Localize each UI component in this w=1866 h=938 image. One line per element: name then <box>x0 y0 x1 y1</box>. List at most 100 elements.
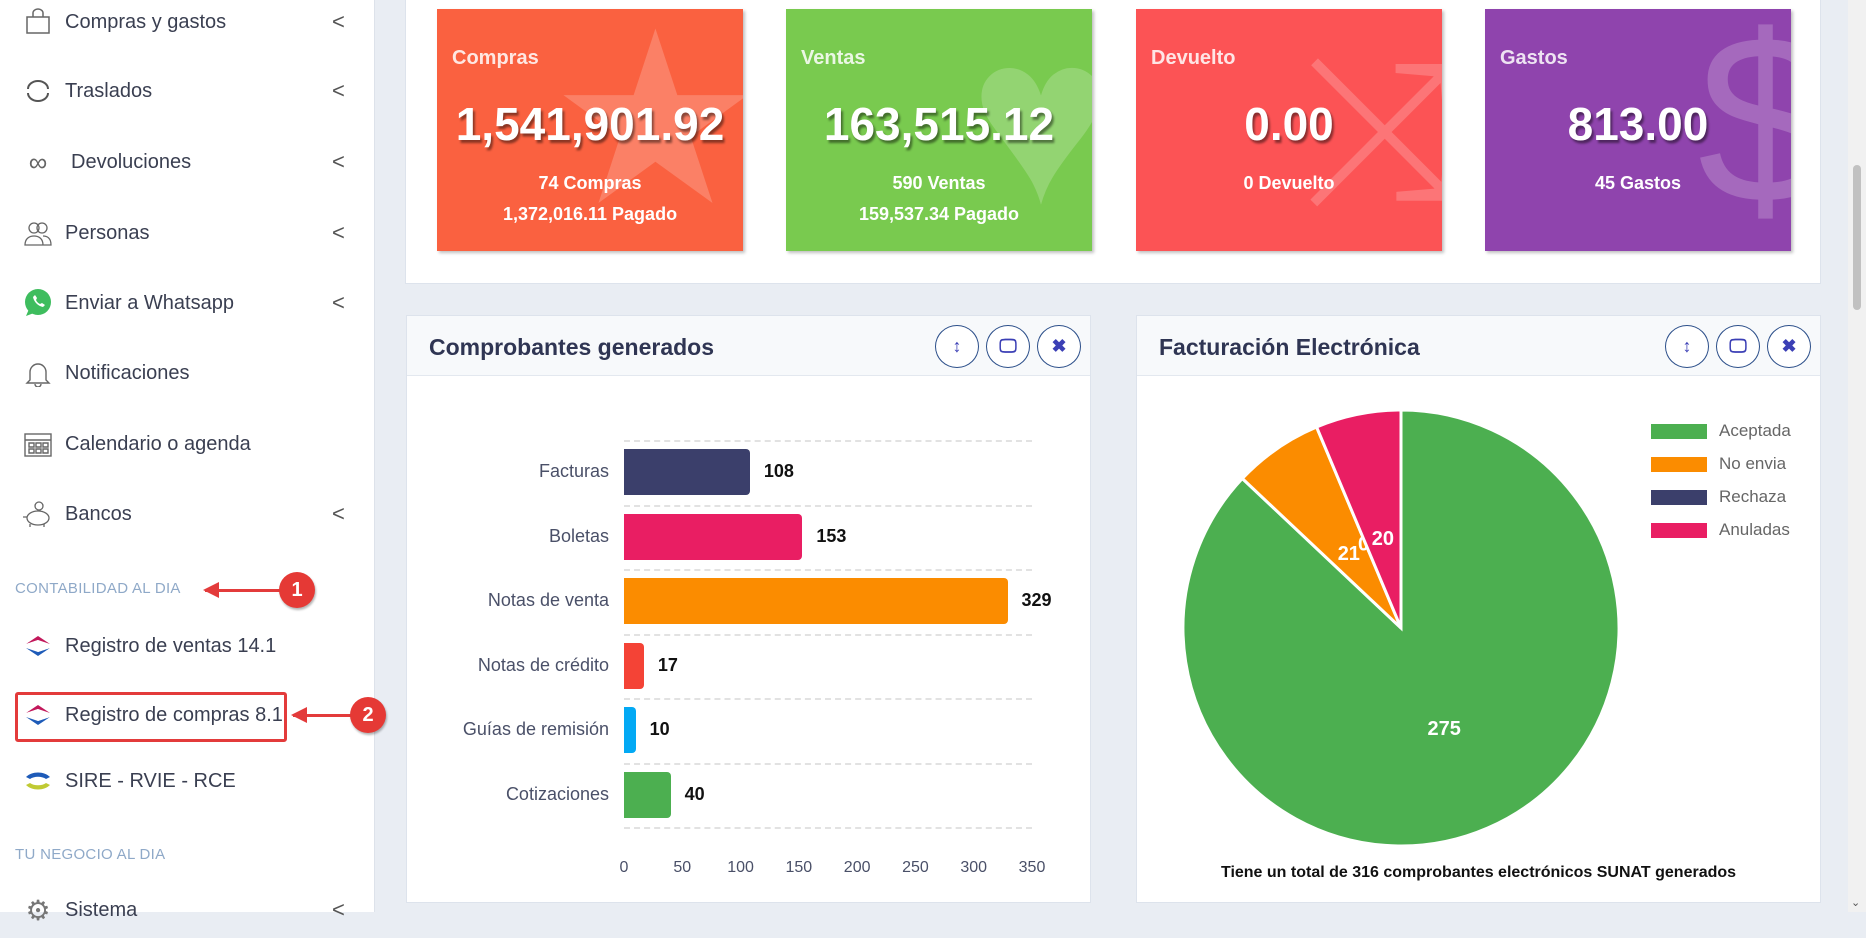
card-count: 0 Devuelto <box>1243 173 1335 193</box>
pie-slice[interactable] <box>1314 408 1403 629</box>
bell-icon <box>22 357 54 389</box>
card-compras[interactable]: ★ Compras 1,541,901.92 74 Compras 1,372,… <box>437 9 743 251</box>
chevron-left-icon: < <box>332 149 345 174</box>
bar-value-label: 329 <box>1021 590 1052 611</box>
bar[interactable] <box>624 449 750 496</box>
sidebar-item-whatsapp[interactable]: Enviar a Whatsapp < <box>0 275 375 331</box>
scrollbar-thumb[interactable] <box>1853 165 1861 310</box>
x-tick-label: 50 <box>673 859 692 876</box>
annotation-badge: 1 <box>279 572 315 608</box>
x-tick-label: 0 <box>619 859 629 876</box>
card-title: Compras <box>452 47 539 69</box>
card-paid: 159,537.34 Pagado <box>858 204 1020 224</box>
gridline <box>624 762 1032 765</box>
legend-item[interactable]: Anuladas <box>1651 520 1791 540</box>
sidebar-item-registro-ventas[interactable]: Registro de ventas 14.1 <box>0 618 375 674</box>
annotation-arrow <box>291 707 353 723</box>
x-tick-label: 200 <box>843 859 871 876</box>
sidebar: Compras y gastos < Traslados < ∞ Devoluc… <box>0 0 386 926</box>
gridline <box>624 569 1032 571</box>
bar[interactable] <box>624 707 636 754</box>
pie-value-label: 21 <box>1338 543 1360 565</box>
panel-header: Facturación Electrónica ↕ 🖵 ✖ <box>1137 316 1820 376</box>
card-count: 45 Gastos <box>1594 173 1682 193</box>
dollar-icon: $ <box>1697 9 1791 251</box>
sidebar-item-traslados[interactable]: Traslados < <box>0 63 375 119</box>
sidebar-item-notificaciones[interactable]: Notificaciones <box>0 345 375 401</box>
sidebar-item-calendario[interactable]: Calendario o agenda <box>0 416 375 472</box>
sidebar-item-registro-compras[interactable]: Registro de compras 8.1 <box>0 687 375 743</box>
legend-item[interactable]: Aceptada <box>1651 421 1791 441</box>
bar-value-label: 40 <box>684 783 705 804</box>
pie-value-label: 0 <box>1358 534 1369 556</box>
bar[interactable] <box>624 578 1008 625</box>
monitor-icon: 🖵 <box>1729 336 1747 356</box>
chevron-left-icon: < <box>332 501 345 526</box>
legend-swatch <box>1651 423 1707 439</box>
bar[interactable] <box>624 513 803 560</box>
legend-label: Rechaza <box>1719 487 1787 506</box>
card-gastos[interactable]: $ Gastos 813.00 45 Gastos <box>1485 9 1791 251</box>
sidebar-item-devoluciones[interactable]: ∞ Devoluciones < <box>0 134 375 190</box>
sidebar-item-sire[interactable]: SIRE - RVIE - RCE <box>0 753 375 809</box>
scrollbar[interactable]: ⌄ <box>1848 0 1866 912</box>
pie-value-label: 20 <box>1372 528 1394 550</box>
pie-value-label: 275 <box>1428 718 1461 740</box>
card-ventas[interactable]: ♥ Ventas 163,515.12 590 Ventas 159,537.3… <box>786 9 1092 251</box>
card-devuelto[interactable]: ⤨ Devuelto 0.00 0 Devuelto <box>1136 9 1442 251</box>
bar[interactable] <box>624 771 671 818</box>
panel-title: Facturación Electrónica <box>1159 334 1420 360</box>
card-value: 1,541,901.92 <box>455 98 725 150</box>
gridline <box>624 633 1032 636</box>
pie-chart: 275 210 20 <box>1181 408 1621 848</box>
category-label: Facturas <box>538 461 609 482</box>
sidebar-item-label: SIRE - RVIE - RCE <box>65 769 236 792</box>
refresh-icon <box>22 75 54 107</box>
users-icon <box>22 217 54 249</box>
close-button[interactable]: ✖ <box>1767 325 1811 368</box>
collapse-button[interactable]: ↕ <box>1665 325 1709 368</box>
gridline <box>624 440 1032 442</box>
gridline <box>624 698 1032 700</box>
legend-label: No envia <box>1719 454 1787 473</box>
section-heading-negocio: TU NEGOCIO AL DIA <box>15 846 166 863</box>
sidebar-item-label: Registro de compras 8.1 <box>65 703 283 726</box>
close-button[interactable]: ✖ <box>1037 325 1081 368</box>
card-count: 590 Ventas <box>892 173 986 193</box>
card-title: Devuelto <box>1151 47 1236 69</box>
sidebar-item-label: Traslados <box>65 79 153 102</box>
card-count: 74 Compras <box>538 173 642 193</box>
fullscreen-button[interactable]: 🖵 <box>986 325 1030 368</box>
sidebar-item-compras-gastos[interactable]: Compras y gastos < <box>0 0 375 50</box>
legend-label: Anuladas <box>1719 520 1790 539</box>
sire-logo-icon <box>22 765 54 797</box>
chevron-left-icon: < <box>332 9 345 34</box>
sidebar-item-label: Compras y gastos <box>65 10 227 33</box>
chevron-left-icon: < <box>332 290 345 315</box>
whatsapp-icon <box>22 287 54 319</box>
sidebar-item-label: Registro de ventas 14.1 <box>65 634 277 657</box>
x-tick-label: 350 <box>1018 859 1046 876</box>
heart-icon: ♥ <box>969 9 1093 251</box>
category-label: Boletas <box>548 525 609 546</box>
sidebar-item-bancos[interactable]: Bancos < <box>0 486 375 542</box>
card-value: 0.00 <box>1244 98 1334 150</box>
fullscreen-button[interactable]: 🖵 <box>1716 325 1760 368</box>
bar-value-label: 153 <box>816 525 847 546</box>
panel-header: Comprobantes generados ↕ 🖵 ✖ <box>407 316 1090 376</box>
collapse-button[interactable]: ↕ <box>935 325 979 368</box>
chevron-left-icon: < <box>332 220 345 245</box>
bar-value-label: 108 <box>763 461 794 482</box>
monitor-icon: 🖵 <box>999 336 1017 356</box>
card-value: 813.00 <box>1567 98 1709 150</box>
close-icon: ✖ <box>1781 336 1797 356</box>
calendar-icon <box>22 428 54 460</box>
sidebar-item-personas[interactable]: Personas < <box>0 205 375 261</box>
sunat-logo-icon <box>22 699 54 731</box>
scroll-down-icon[interactable]: ⌄ <box>1851 897 1861 909</box>
legend-item[interactable]: No envia <box>1651 454 1791 474</box>
sidebar-item-label: Enviar a Whatsapp <box>65 291 234 314</box>
bar-value-label: 17 <box>657 654 678 675</box>
legend-item[interactable]: Rechaza <box>1651 487 1791 507</box>
bar[interactable] <box>624 642 644 689</box>
